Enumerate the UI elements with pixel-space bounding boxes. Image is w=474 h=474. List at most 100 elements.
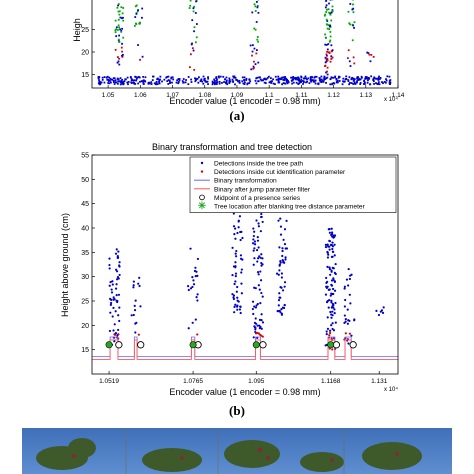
chart-b-point — [329, 273, 332, 276]
chart-a-point — [189, 4, 192, 7]
chart-a-ground-point — [320, 81, 323, 83]
chart-b-legend-box — [189, 156, 397, 213]
chart-b-title: Binary transformation and tree detection — [152, 142, 312, 152]
chart-a-ground-point — [318, 79, 321, 81]
chart-a-ground-point — [263, 81, 266, 84]
chart-b-point — [114, 332, 118, 335]
chart-a-y-tick-label: 25 — [81, 27, 89, 34]
chart-a-x-tick-label: 1.14 — [392, 92, 405, 99]
chart-a-ground-point — [358, 78, 361, 80]
chart-b-point — [256, 239, 260, 242]
chart-a-point — [255, 49, 258, 51]
chart-a-ground-point — [297, 83, 300, 85]
chart-b-point — [285, 219, 288, 222]
chart-a-point — [348, 22, 351, 25]
chart-b-point — [116, 256, 119, 259]
chart-a-marks — [97, 0, 392, 86]
chart-b-point — [277, 273, 280, 276]
chart-b-point — [261, 295, 264, 298]
chart-a-xlabel: Encoder value (1 encoder = 0.98 mm) — [169, 96, 320, 106]
chart-b-point — [329, 310, 332, 314]
chart-a-ground-point — [262, 79, 264, 82]
chart-a-ground-point — [352, 77, 355, 80]
chart-a-point — [324, 43, 327, 46]
chart-a-point — [114, 19, 117, 22]
chart-a-ground-point — [171, 81, 173, 84]
chart-a-ground-point — [228, 79, 231, 81]
chart-a-ground-point — [359, 83, 362, 85]
chart-b-point — [283, 304, 286, 307]
chart-a-ground-point — [142, 76, 145, 78]
chart-a-ground-point — [341, 83, 344, 86]
chart-b-point — [251, 242, 255, 245]
chart-a-point — [328, 11, 331, 14]
chart-b-point — [331, 266, 334, 270]
chart-a-ground-point — [318, 77, 321, 79]
chart-a-point — [117, 18, 120, 21]
chart-b-x-tick-label: 1.0765 — [183, 378, 203, 385]
chart-a-point — [121, 50, 123, 53]
chart-a-ground-point — [300, 75, 302, 78]
chart-b-point — [260, 215, 263, 219]
chart-b-point — [331, 231, 334, 234]
chart-b-point — [332, 303, 335, 307]
chart-a-point — [253, 47, 256, 50]
chart-a-point — [118, 63, 121, 66]
chart-b-point — [115, 294, 118, 297]
chart-a-ground-point — [202, 75, 205, 78]
chart-b-point — [254, 317, 257, 320]
chart-a-ground-point — [107, 79, 110, 81]
chart-b-point — [346, 308, 349, 311]
chart-a-ground-point — [275, 78, 278, 81]
chart-b-point — [280, 308, 283, 311]
chart-b-point — [234, 237, 237, 240]
chart-b-point — [349, 302, 352, 305]
chart-b-point — [252, 227, 255, 230]
chart-a-ground-point — [284, 82, 287, 85]
chart-b-point — [196, 333, 199, 336]
chart-a-ground-point — [187, 83, 190, 86]
chart-a-ground-point — [274, 75, 277, 78]
chart-a-ground-point — [196, 77, 199, 80]
chart-a-ground-point — [284, 76, 287, 78]
chart-a-ground-point — [325, 81, 327, 84]
chart-b-point — [116, 334, 119, 337]
chart-b-point — [333, 289, 337, 292]
chart-a-point — [141, 16, 143, 19]
chart-a-ground-point — [265, 78, 267, 81]
chart-b-point — [326, 316, 329, 319]
chart-b-point — [237, 300, 240, 303]
chart-a-ground-point — [211, 80, 214, 83]
chart-a-ground-point — [229, 80, 232, 83]
chart-a-ground-point — [233, 76, 235, 79]
chart-a-ground-point — [296, 78, 299, 81]
chart-a-ground-point — [225, 79, 228, 82]
chart-a-point — [117, 10, 120, 13]
chart-a-ground-point — [107, 82, 110, 84]
chart-a-point — [120, 6, 123, 9]
chart-a-ground-point — [303, 77, 306, 80]
chart-b-point — [280, 272, 284, 275]
chart-a-point — [134, 5, 137, 8]
chart-a-ground-point — [113, 83, 116, 85]
chart-a-point — [331, 9, 334, 12]
chart-a-ground-point — [246, 83, 249, 86]
chart-a-x-tick-label: 1.07 — [166, 92, 179, 99]
chart-b-point — [252, 312, 255, 316]
chart-a-point — [254, 5, 257, 8]
chart-b-point — [326, 327, 330, 330]
chart-a-ground-point — [113, 77, 116, 80]
chart-a-ground-point — [302, 81, 305, 84]
chart-b-point — [118, 273, 121, 277]
chart-b-point — [350, 334, 353, 337]
chart-b-point — [331, 348, 334, 351]
chart-a-ground-point — [277, 80, 280, 82]
chart-b-point — [109, 303, 112, 307]
chart-b-point — [331, 287, 335, 291]
chart-a-ground-point — [99, 83, 102, 85]
chart-a-point — [121, 54, 123, 57]
chart-b-point — [240, 230, 243, 234]
chart-a-ground-point — [155, 81, 158, 84]
chart-b-point — [231, 293, 234, 296]
chart-b-point — [343, 285, 346, 288]
